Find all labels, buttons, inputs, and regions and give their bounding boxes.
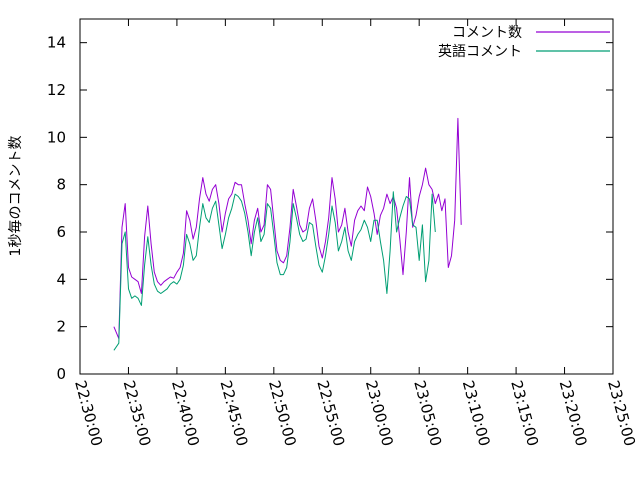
x-tick-label: 23:10:00 [459,378,494,448]
series-line-1 [113,191,436,351]
y-tick-label: 2 [56,318,66,336]
x-axis: 22:30:00 22:35:00 22:40:00 22:45:00 22:50:00… [71,19,639,448]
y-tick-label: 8 [56,176,66,194]
y-tick-label: 0 [56,365,66,383]
x-tick-label: 22:30:00 [71,378,106,448]
x-tick-label: 23:25:00 [604,378,639,448]
y-tick-label: 10 [47,128,66,146]
legend-label-0: コメント数 [452,25,522,41]
x-tick-label: 23:20:00 [556,378,591,448]
y-axis: 0 2 4 6 8 10 12 14 [47,34,613,383]
y-tick-label: 4 [56,270,66,288]
x-tick-label: 22:45:00 [216,378,251,448]
y-tick-label: 12 [47,81,66,99]
x-tick-label: 23:05:00 [410,378,445,448]
legend-label-1: 英語コメント [438,43,522,60]
y-tick-label: 6 [56,223,66,241]
plot-frame [79,18,614,375]
x-tick-label: 22:50:00 [265,378,300,448]
legend: コメント数 英語コメント [438,25,610,60]
x-tick-label: 22:55:00 [313,378,348,448]
y-tick-label: 14 [47,34,66,52]
series-line-0 [113,117,462,339]
x-tick-label: 22:40:00 [168,378,203,448]
x-tick-label: 22:35:00 [120,378,155,448]
x-tick-label: 23:00:00 [362,378,397,448]
y-axis-title: 1秒毎のコメント数 [8,136,24,257]
x-tick-label: 23:15:00 [507,378,542,448]
series-layer [113,117,462,351]
